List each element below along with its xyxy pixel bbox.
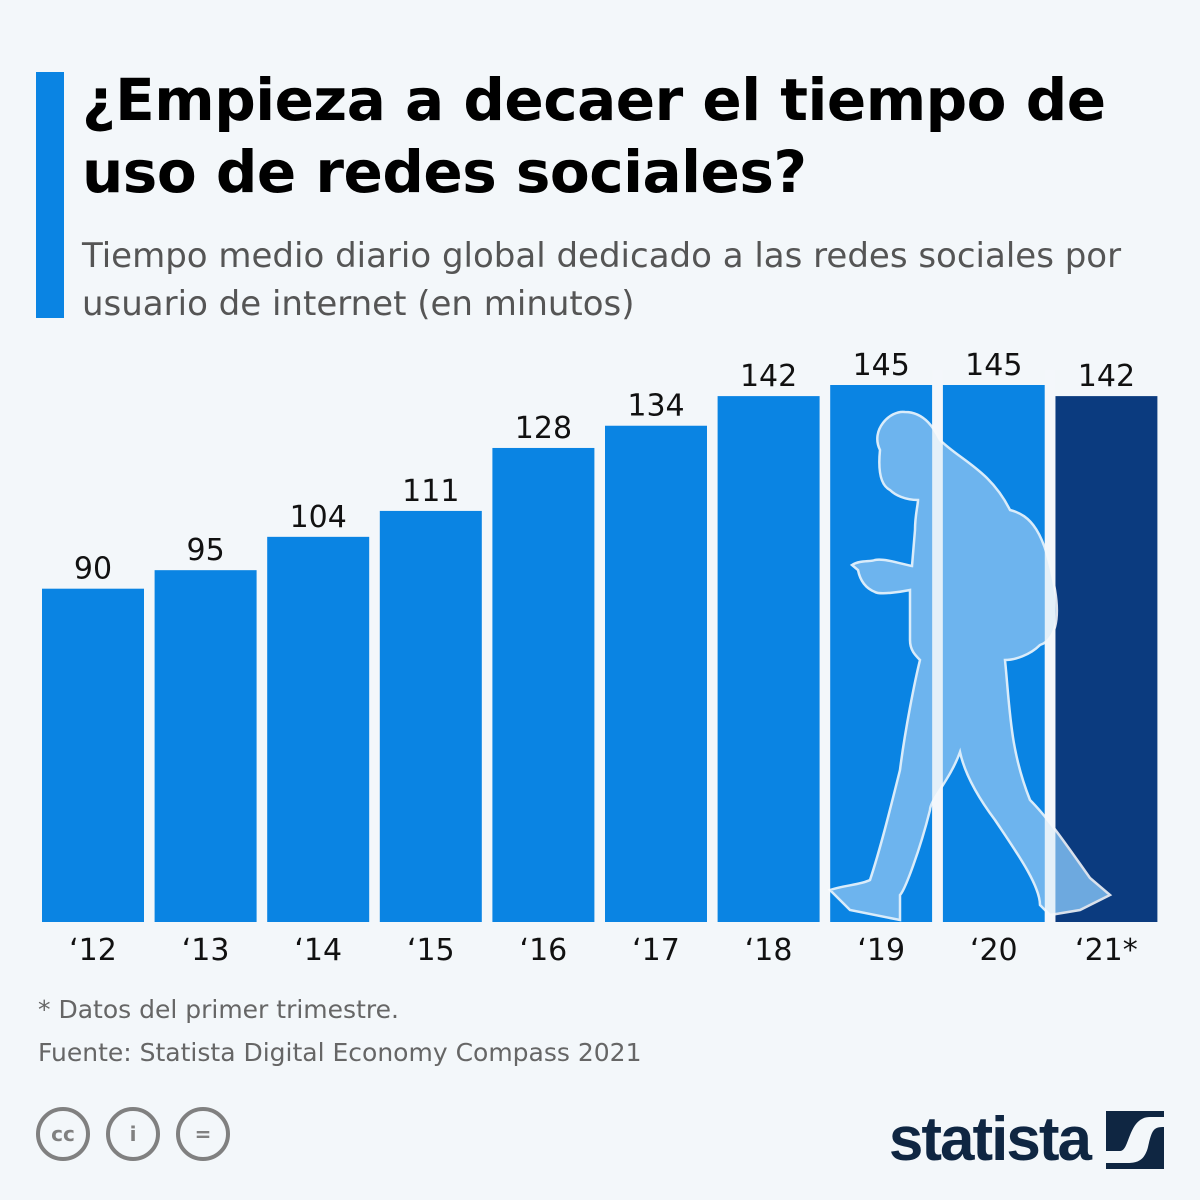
brand-wordmark: statista [888,1105,1092,1174]
statista-logo-icon [1106,1110,1164,1169]
x-tick-label: ‘15 [407,933,455,968]
bar-chart: 90 ‘12 95 ‘13 104 ‘14 111 ‘15 128 ‘16 134 ‘17 142 ‘18… [42,348,1158,968]
x-tick-label: ‘19 [857,933,905,968]
no-derivatives-icon[interactable]: = [176,1107,230,1161]
x-tick-label: ‘17 [632,933,680,968]
data-label: 145 [853,348,910,383]
data-label: 145 [965,348,1022,383]
data-label: 95 [187,533,225,568]
x-tick-label: ‘18 [745,933,793,968]
source-text: Fuente: Statista Digital Economy Compass… [38,1038,642,1067]
x-tick-label: ‘13 [182,933,230,968]
license-icons[interactable]: cc i = [36,1107,230,1161]
bar-9 [1055,396,1158,922]
x-tick-label: ‘21* [1075,933,1138,968]
bar-2 [267,536,370,922]
data-label: 128 [515,411,572,446]
x-tick-label: ‘20 [970,933,1018,968]
x-tick-label: ‘16 [520,933,568,968]
title-accent-bar [36,72,64,318]
bar-1 [154,570,257,922]
data-label: 142 [740,359,797,394]
attribution-icon[interactable]: i [106,1107,160,1161]
data-label: 90 [74,552,112,587]
data-label: 111 [402,474,459,509]
data-label: 134 [627,389,684,424]
bar-4 [492,447,595,922]
chart-subtitle: Tiempo medio diario global dedicado a la… [82,236,1122,324]
data-label: 142 [1078,359,1135,394]
bar-0 [42,588,144,922]
bar-gap [1044,370,1056,922]
chart-title: ¿Empieza a decaer el tiempo de uso de re… [82,66,1106,206]
bar-3 [379,510,482,922]
bar-5 [605,425,707,922]
x-tick-label: ‘12 [69,933,117,968]
x-tick-label: ‘14 [294,933,342,968]
data-label: 104 [290,500,347,535]
bar-gap [932,370,943,922]
statista-logo[interactable]: statista [889,1104,1164,1175]
footnote: * Datos del primer trimestre. [38,995,399,1024]
creative-commons-icon[interactable]: cc [36,1107,90,1161]
bar-6 [717,396,820,922]
